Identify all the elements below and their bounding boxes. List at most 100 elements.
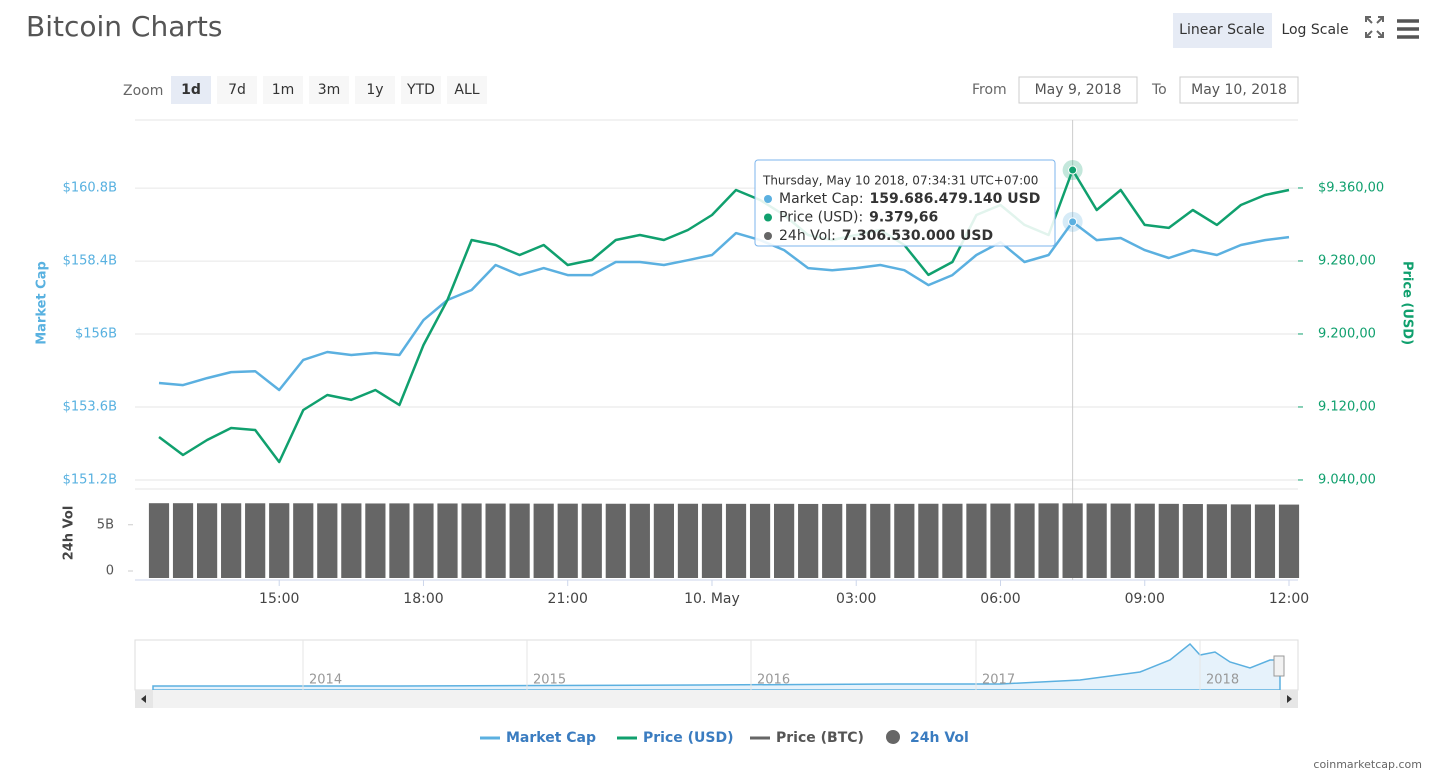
volume-bar <box>653 503 674 578</box>
volume-bar <box>1062 503 1083 578</box>
zoom-button[interactable] <box>171 76 211 104</box>
to-label: To <box>1151 82 1167 98</box>
zoom-button-label: 1d <box>181 82 201 98</box>
y2-tick-label: $9.360,00 <box>1318 180 1384 195</box>
volume-bar <box>918 503 939 578</box>
navigator-years: 2014 2015 2016 2017 2018 <box>302 640 1239 690</box>
volume-bar <box>509 503 530 578</box>
x-tick-label: 18:00 <box>403 591 443 607</box>
volume-bar <box>413 503 434 578</box>
volume-bar <box>533 503 554 578</box>
volume-bar <box>221 503 242 578</box>
tooltip-row-value: 159.686.479.140 USD <box>870 191 1041 207</box>
to-input[interactable] <box>1179 76 1299 104</box>
tooltip-row-label: 24h Vol: <box>779 228 836 244</box>
from-input[interactable] <box>1018 76 1138 104</box>
zoom-button[interactable] <box>309 76 349 104</box>
linear-scale-button[interactable] <box>1173 13 1272 48</box>
zoom-button[interactable] <box>447 76 487 104</box>
legend-label[interactable]: Market Cap <box>506 730 596 746</box>
zoom-buttons: 1d 7d 1m 3m 1y YTD ALL <box>171 76 487 104</box>
volume-bar <box>1014 503 1035 578</box>
fullscreen-icon[interactable] <box>1365 16 1384 38</box>
y-tick-label: $158.4B <box>63 254 117 269</box>
volume-bar <box>774 503 795 578</box>
y2-axis-title: Price (USD) <box>1400 261 1415 345</box>
volume-bar <box>629 503 650 578</box>
legend-label[interactable]: 24h Vol <box>910 730 969 746</box>
tooltip-row-label: Price (USD): <box>779 210 863 226</box>
volume-bar <box>1134 503 1155 578</box>
volume-bar <box>942 503 963 578</box>
volume-bar <box>1254 504 1276 578</box>
navigator-year: 2014 <box>309 673 342 688</box>
x-tick-label: 09:00 <box>1125 591 1165 607</box>
hover-point <box>1068 165 1078 175</box>
zoom-button[interactable] <box>217 76 257 104</box>
volume-bar <box>990 503 1011 578</box>
y-tick-label: $156B <box>75 327 117 342</box>
volume-bar <box>1038 503 1059 578</box>
volume-bar <box>317 503 338 578</box>
y2-tick-label: 9.280,00 <box>1318 253 1376 268</box>
y-tick-label: $153.6B <box>63 400 117 415</box>
volume-bar <box>269 503 290 578</box>
y-tick-label: $160.8B <box>63 181 117 196</box>
volume-bar <box>725 503 747 578</box>
tooltip-dot <box>764 213 772 222</box>
to-value: May 10, 2018 <box>1191 82 1287 98</box>
volume-bar <box>461 503 482 578</box>
page-title: Bitcoin Charts <box>26 10 222 43</box>
zoom-button-label: ALL <box>454 82 479 98</box>
legend-marker <box>886 730 900 744</box>
volume-bar <box>148 503 170 578</box>
zoom-button[interactable] <box>401 76 441 104</box>
y3-axis-title: 24h Vol <box>62 506 77 561</box>
tooltip-row: Price (USD): 9.379,66 <box>779 210 938 226</box>
log-scale-label[interactable]: Log Scale <box>1281 22 1348 38</box>
x-tick-label: 21:00 <box>548 591 588 607</box>
x-tick-label: 10. May <box>684 591 740 607</box>
legend-label[interactable]: Price (USD) <box>643 730 734 746</box>
tooltip-row-value: 9.379,66 <box>869 210 938 226</box>
volume-bar <box>894 503 915 578</box>
x-tick-label: 03:00 <box>836 591 876 607</box>
volume-bar <box>1086 503 1107 578</box>
volume-bar <box>966 503 987 578</box>
y3-tick-label: 0 <box>106 564 114 579</box>
tooltip-dot <box>764 232 772 240</box>
volume-bar <box>1278 504 1300 578</box>
zoom-button-label: 7d <box>228 82 246 98</box>
navigator-year: 2017 <box>982 673 1015 688</box>
tooltip-row-value: 7.306.530.000 USD <box>842 228 993 244</box>
x-tick-label: 06:00 <box>980 591 1020 607</box>
tooltip: Thursday, May 10 2018, 07:34:31 UTC+07:0… <box>754 159 1056 247</box>
navigator-year: 2018 <box>1206 673 1239 688</box>
y-axis-title: Market Cap <box>35 261 50 345</box>
zoom-button[interactable] <box>263 76 303 104</box>
volume-bar <box>365 503 386 578</box>
volume-bar <box>1110 503 1131 578</box>
tooltip-row-label: Market Cap: <box>779 191 864 207</box>
zoom-button[interactable] <box>355 76 395 104</box>
volume-bar <box>749 503 771 578</box>
volume-bar <box>870 503 891 578</box>
navigator-year: 2016 <box>757 673 790 688</box>
volume-bar <box>701 503 723 578</box>
zoom-button-label: YTD <box>406 82 435 98</box>
from-value: May 9, 2018 <box>1035 82 1122 98</box>
tooltip-box <box>754 159 1056 247</box>
legend-label[interactable]: Price (BTC) <box>776 730 864 746</box>
y2-tick-label: 9.040,00 <box>1318 472 1376 487</box>
zoom-button-label: 1y <box>366 82 383 98</box>
volume-bar <box>485 503 506 578</box>
navigator-handle[interactable] <box>1273 655 1285 677</box>
menu-icon[interactable] <box>1397 19 1419 39</box>
scrollbar[interactable] <box>135 690 1298 708</box>
series-line <box>158 168 1290 464</box>
hover-point <box>1068 217 1078 227</box>
volume-bar <box>437 503 458 578</box>
